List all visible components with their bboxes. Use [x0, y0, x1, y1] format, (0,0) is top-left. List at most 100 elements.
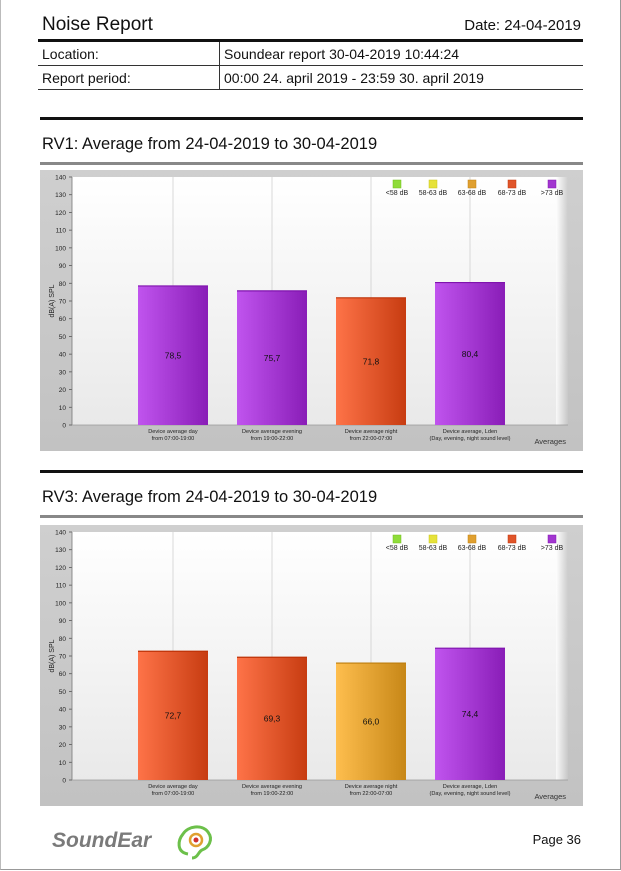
legend-swatch: [467, 534, 477, 544]
y-tick-label: 70: [59, 299, 67, 306]
y-tick-label: 90: [59, 263, 67, 270]
legend-swatch: [392, 179, 402, 189]
legend-swatch: [507, 179, 517, 189]
bar: [435, 282, 505, 425]
bar: [336, 297, 406, 425]
bar-value-label: 72,7: [165, 711, 182, 721]
y-tick-label: 40: [59, 352, 67, 359]
x-category-label-line2: (Day, evening, night sound level): [429, 436, 510, 442]
section-1-rule: [40, 117, 583, 120]
legend-swatch: [428, 179, 438, 189]
y-tick-label: 50: [59, 689, 67, 696]
bar-value-label: 71,8: [363, 356, 380, 366]
x-category-label: Device average evening: [242, 784, 302, 790]
section-1-title: RV1: Average from 24-04-2019 to 30-04-20…: [42, 135, 378, 153]
chart-rv1: 0 10 20 30 40 50 60 70 80 90 100 110 120 130 140 dB(A) …: [40, 170, 583, 451]
y-tick-label: 120: [55, 210, 66, 217]
y-tick-label: 80: [59, 281, 67, 288]
y-tick-label: 130: [55, 547, 66, 554]
section-2-underline: [40, 515, 583, 518]
legend-swatch: [547, 179, 557, 189]
x-category-label-line2: from 07:00-19:00: [152, 436, 195, 442]
header-rule: [38, 39, 583, 42]
legend-label: >73 dB: [541, 545, 564, 552]
legend-swatch: [507, 534, 517, 544]
plot-side-shade: [556, 532, 568, 780]
y-tick-label: 10: [59, 760, 67, 767]
y-tick-label: 90: [59, 618, 67, 625]
info-row-location: Location: Soundear report 30-04-2019 10:…: [38, 42, 583, 66]
y-tick-label: 70: [59, 654, 67, 661]
x-category-label-line2: from 19:00-22:00: [251, 436, 294, 442]
y-tick-label: 20: [59, 387, 67, 394]
legend-label: 58-63 dB: [419, 545, 448, 552]
y-tick-label: 100: [55, 245, 66, 252]
y-tick-label: 20: [59, 742, 67, 749]
y-tick-label: 60: [59, 316, 67, 323]
x-category-label: Device average, Lden: [443, 784, 497, 790]
x-axis-label: Averages: [534, 792, 566, 801]
bar: [237, 290, 307, 425]
legend-label: 63-68 dB: [458, 545, 487, 552]
x-category-label: Device average, Lden: [443, 429, 497, 435]
bar-value-label: 69,3: [264, 714, 281, 724]
x-axis-label: Averages: [534, 437, 566, 446]
x-category-label: Device average day: [148, 784, 198, 790]
y-tick-label: 30: [59, 724, 67, 731]
legend-label: >73 dB: [541, 190, 564, 197]
y-tick-label: 0: [62, 778, 66, 785]
legend-label: <58 dB: [386, 545, 409, 552]
y-tick-label: 80: [59, 636, 67, 643]
y-tick-label: 10: [59, 405, 67, 412]
y-tick-label: 60: [59, 671, 67, 678]
chart-rv1-svg: 0 10 20 30 40 50 60 70 80 90 100 110 120 130 140 dB(A) …: [49, 175, 568, 446]
plot-side-shade: [556, 177, 568, 425]
location-value: Soundear report 30-04-2019 10:44:24: [219, 42, 583, 66]
y-tick-label: 110: [56, 583, 67, 590]
section-2-title: RV3: Average from 24-04-2019 to 30-04-20…: [42, 488, 378, 506]
y-tick-label: 30: [59, 369, 67, 376]
y-tick-label: 40: [59, 707, 67, 714]
x-category-label-line2: from 22:00-07:00: [350, 436, 393, 442]
soundear-logo: SoundEar: [52, 825, 212, 860]
y-tick-label: 120: [55, 565, 66, 572]
bar-value-label: 66,0: [363, 717, 380, 727]
legend-swatch: [428, 534, 438, 544]
bar: [138, 651, 208, 780]
y-tick-label: 100: [55, 600, 66, 607]
legend-label: 68-73 dB: [498, 190, 527, 197]
report-info-table: Location: Soundear report 30-04-2019 10:…: [38, 42, 583, 90]
x-category-label: Device average night: [345, 784, 398, 790]
x-category-label-line2: (Day, evening, night sound level): [429, 791, 510, 797]
bar-value-label: 75,7: [264, 353, 281, 363]
bar: [237, 657, 307, 780]
legend-label: <58 dB: [386, 190, 409, 197]
bar: [435, 648, 505, 780]
chart-rv3: 0 10 20 30 40 50 60 70 80 90 100 110 120 130 140 dB(A) …: [40, 525, 583, 806]
y-tick-label: 0: [62, 423, 66, 430]
page-number: Page 36: [532, 832, 581, 847]
period-value: 00:00 24. april 2019 - 23:59 30. april 2…: [219, 65, 583, 90]
section-2-rule: [40, 470, 583, 473]
y-axis-label: dB(A) SPL: [49, 639, 56, 672]
report-title: Noise Report: [42, 14, 153, 35]
bar-value-label: 74,4: [462, 709, 479, 719]
legend-swatch: [467, 179, 477, 189]
x-category-label-line2: from 22:00-07:00: [350, 791, 393, 797]
bar: [138, 285, 208, 425]
y-tick-label: 110: [56, 228, 67, 235]
x-category-label: Device average day: [148, 429, 198, 435]
legend-swatch: [547, 534, 557, 544]
legend-label: 63-68 dB: [458, 190, 487, 197]
info-row-period: Report period: 00:00 24. april 2019 - 23…: [38, 65, 583, 90]
period-label: Report period:: [38, 65, 220, 90]
section-1-underline: [40, 162, 583, 165]
x-category-label: Device average evening: [242, 429, 302, 435]
chart-rv3-svg: 0 10 20 30 40 50 60 70 80 90 100 110 120 130 140 dB(A) …: [49, 530, 568, 801]
y-tick-label: 140: [55, 530, 66, 537]
y-tick-label: 140: [55, 175, 66, 182]
x-category-label-line2: from 19:00-22:00: [251, 791, 294, 797]
legend-label: 68-73 dB: [498, 545, 527, 552]
report-date: Date: 24-04-2019: [464, 17, 581, 34]
legend-label: 58-63 dB: [419, 190, 448, 197]
